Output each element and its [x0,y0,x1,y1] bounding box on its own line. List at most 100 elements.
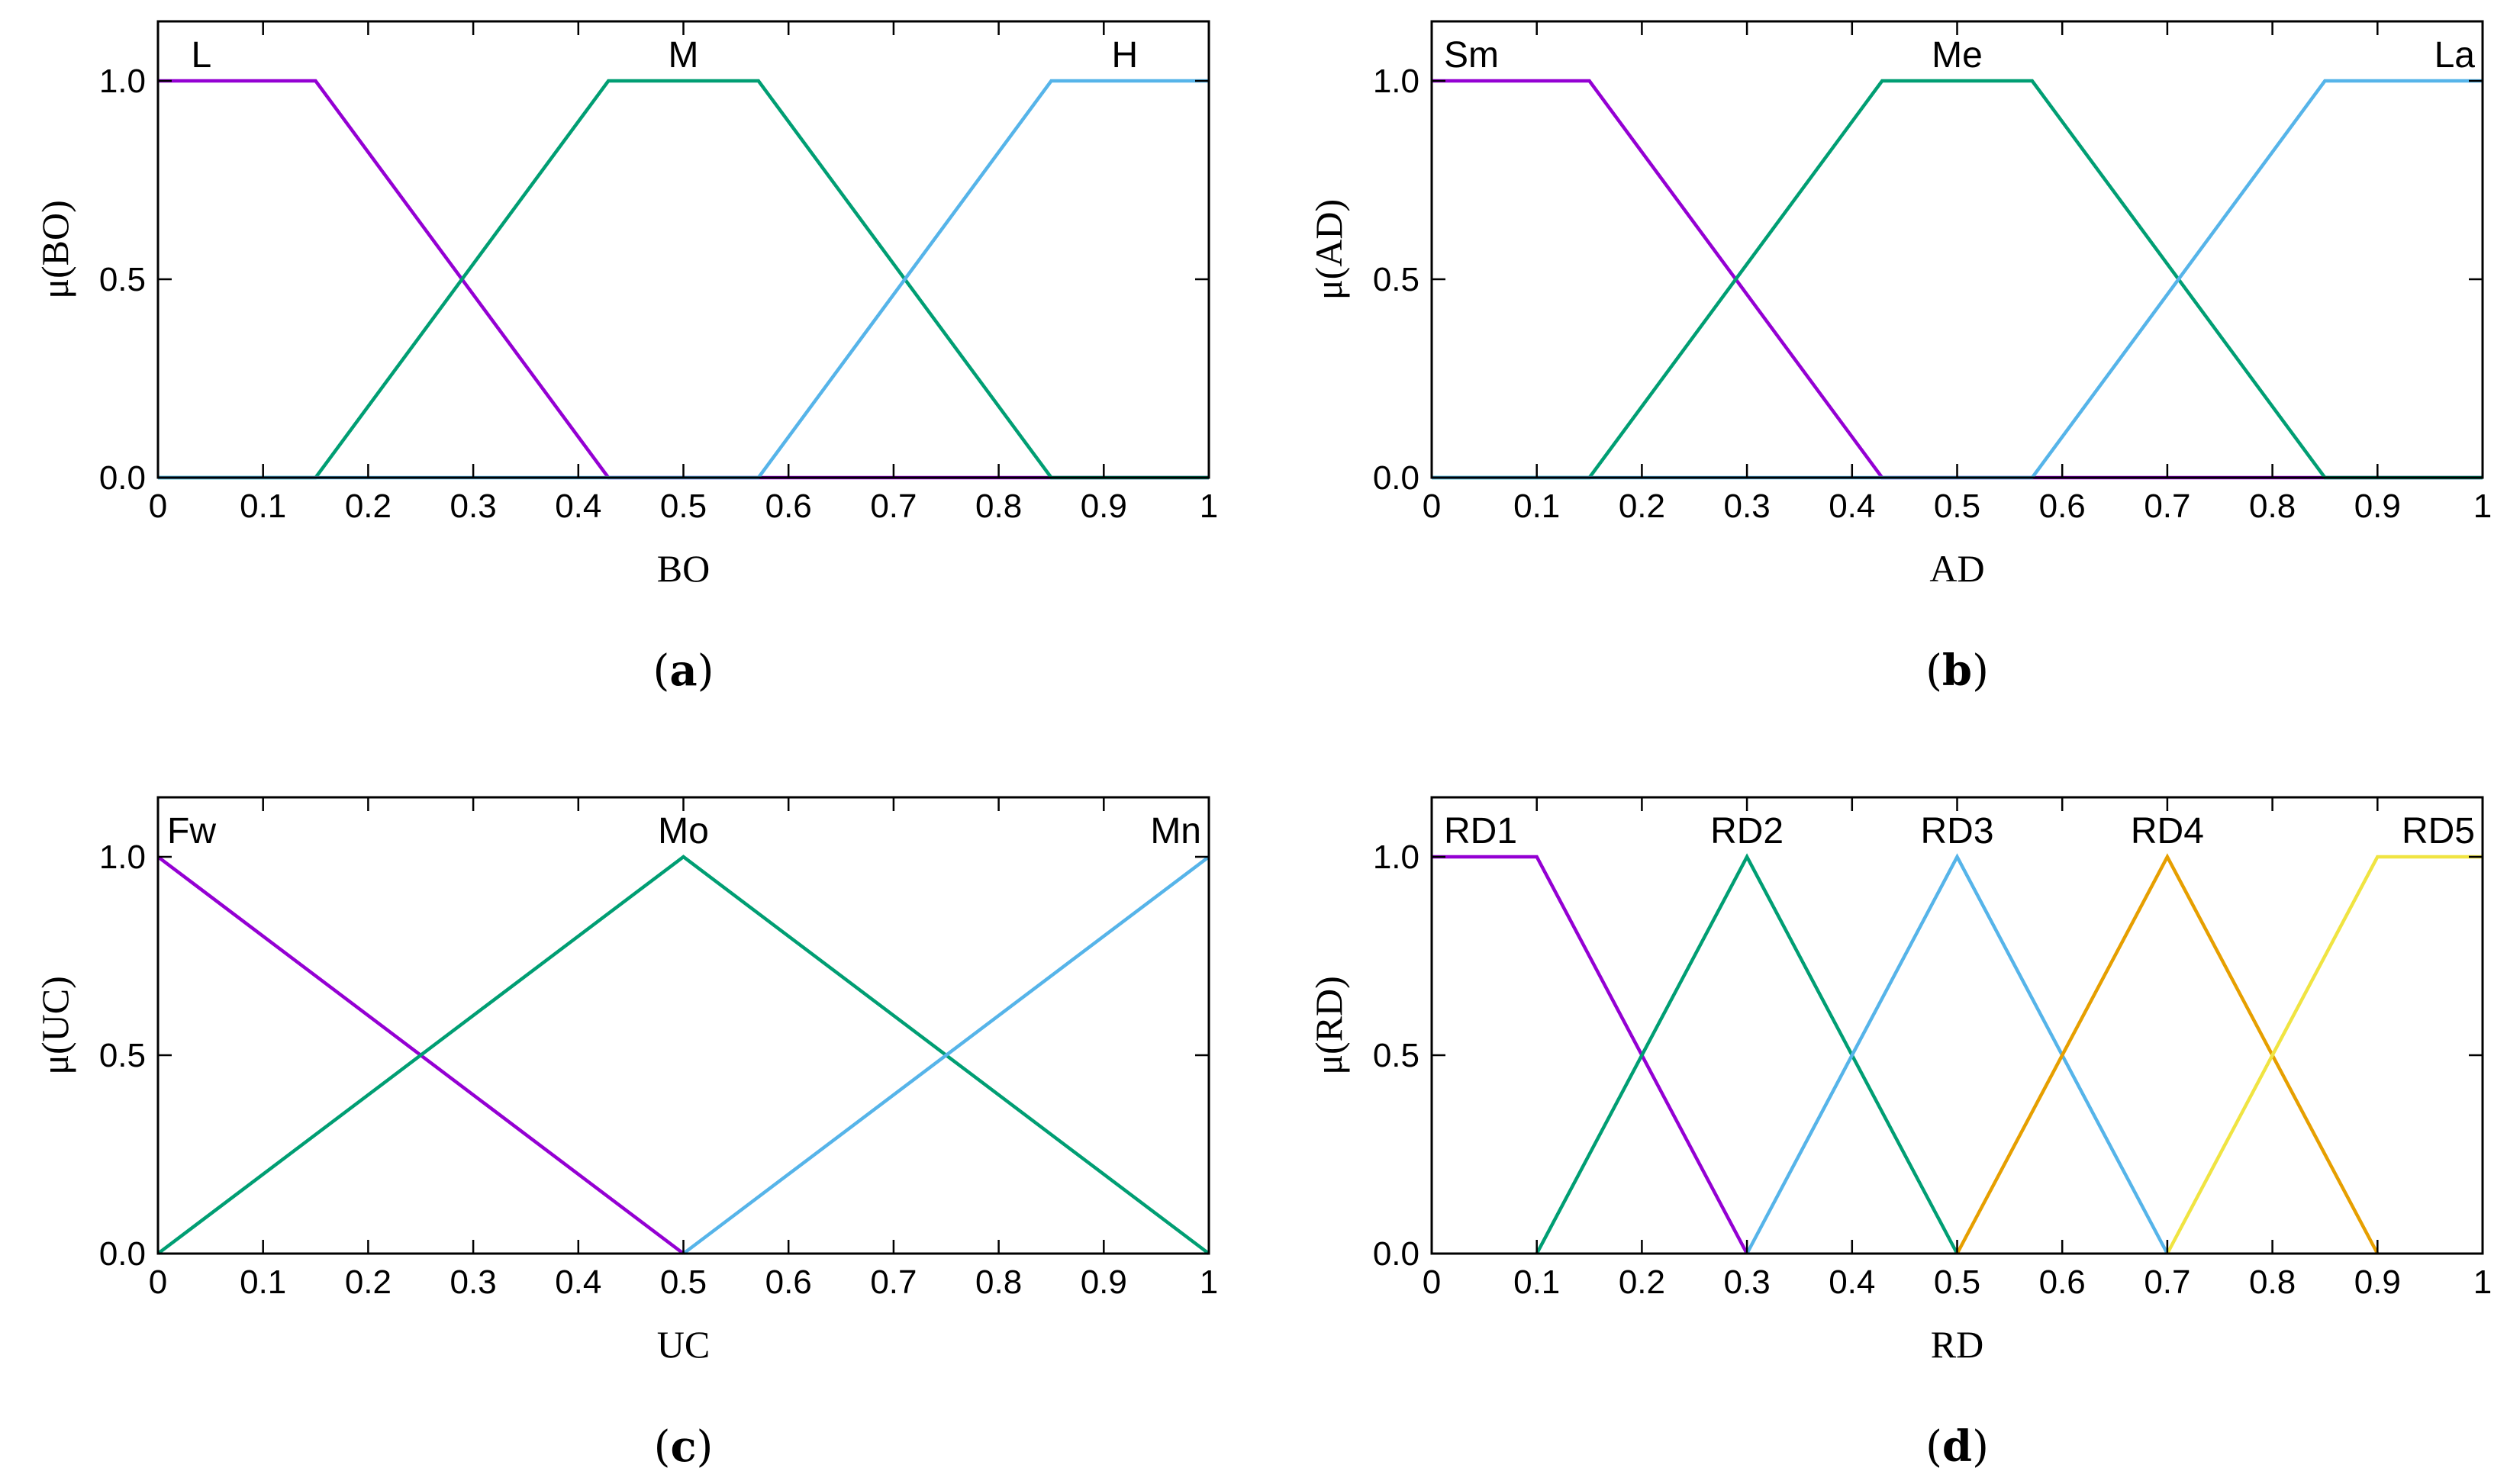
x-tick-label: 0.2 [345,488,392,525]
x-tick-label: 0.2 [1619,1263,1665,1301]
x-axis-label: AD [1929,547,1984,590]
x-tick-label: 0.8 [2249,488,2296,525]
chart-panel-d: 0 0.1 0.2 0.3 0.4 0.5 0.6 0.7 0.8 0.9 1 0.0 0.5 1.0 RD… [1307,796,2492,1472]
y-tick-label: 0.0 [1373,1235,1419,1273]
panel-caption: (b) [1925,645,1989,696]
series-line-rd4 [1955,853,2380,1255]
panel-caption: (c) [654,1421,714,1472]
x-tick-label: 1 [1200,1263,1218,1301]
series-label-mo: Mo [658,811,709,851]
series-label-rd5: RD5 [2402,811,2475,851]
y-tick-label: 0.5 [1373,261,1419,298]
x-tick-label: 0.5 [660,488,707,525]
series-label-h: H [1112,35,1139,76]
x-tick-label: 0.1 [1513,488,1560,525]
series-line-h [158,79,1209,480]
x-tick-label: 0.3 [1724,488,1771,525]
x-tick-label: 0.4 [1829,1263,1875,1301]
series-line-la [1432,79,2483,480]
chart-panel-a: 0 0.1 0.2 0.3 0.4 0.5 0.6 0.7 0.8 0.9 1 0.0 0.5 1.0 L M… [34,20,1218,696]
series-label-rd4: RD4 [2131,811,2204,851]
series-label-rd3: RD3 [1920,811,1993,851]
x-tick-label: 0 [149,1263,167,1301]
plot-frame [1430,20,2484,479]
x-tick-label: 0.4 [555,1263,601,1301]
chart-panel-c: 0 0.1 0.2 0.3 0.4 0.5 0.6 0.7 0.8 0.9 1 0.0 0.5 1.0 Fw… [34,796,1218,1472]
x-tick-label: 1 [1200,488,1218,525]
x-tick-label: 0.2 [345,1263,392,1301]
x-tick-label: 0.1 [1513,1263,1560,1301]
x-tick-label: 0.5 [1934,488,1980,525]
x-tick-label: 0.6 [2039,488,2086,525]
y-tick-label: 0.0 [99,459,146,497]
x-tick-label: 0.7 [870,488,917,525]
y-tick-label: 0.5 [1373,1037,1419,1074]
chart-panel-b: 0 0.1 0.2 0.3 0.4 0.5 0.6 0.7 0.8 0.9 1 0.0 0.5 1.0 Sm… [1307,20,2492,696]
series-label-m: M [669,35,699,76]
series-line-rd1 [1432,855,1749,1255]
x-tick-label: 0.7 [2144,488,2190,525]
x-tick-label: 0.1 [240,488,286,525]
x-tick-label: 0.3 [450,488,497,525]
x-tick-label: 0 [1423,1263,1441,1301]
y-tick-label: 1.0 [1373,839,1419,876]
panel-caption: (d) [1925,1421,1989,1472]
x-tick-label: 0.8 [975,488,1022,525]
x-tick-label: 0.5 [660,1263,707,1301]
x-tick-label: 0 [1423,488,1441,525]
x-tick-label: 0.3 [1724,1263,1771,1301]
x-tick-label: 0.7 [2144,1263,2190,1301]
y-tick-label: 0.0 [99,1235,146,1273]
y-tick-label: 0.5 [99,1037,146,1074]
y-tick-label: 1.0 [99,63,146,100]
x-tick-label: 0.8 [975,1263,1022,1301]
x-tick-label: 0.6 [2039,1263,2086,1301]
y-tick-label: 0.5 [99,261,146,298]
x-tick-label: 0.4 [1829,488,1875,525]
series-line-rd3 [1745,853,2169,1255]
series-line-l [158,79,1209,480]
x-tick-label: 0.2 [1619,488,1665,525]
x-tick-label: 0.1 [240,1263,286,1301]
series-label-me: Me [1932,35,1983,76]
x-axis-label: RD [1931,1323,1983,1366]
x-tick-label: 0.9 [2354,1263,2401,1301]
x-tick-label: 0.9 [1081,1263,1127,1301]
y-tick-label: 1.0 [99,839,146,876]
x-tick-label: 0.7 [870,1263,917,1301]
series-label-sm: Sm [1444,35,1499,76]
x-tick-label: 0.8 [2249,1263,2296,1301]
y-axis-label: μ(RD) [1307,976,1350,1075]
x-axis-label: UC [657,1323,710,1366]
x-tick-label: 0.6 [765,1263,812,1301]
series-line-mo [156,855,1210,1255]
series-label-l: L [191,35,211,76]
y-tick-label: 0.0 [1373,459,1419,497]
x-tick-label: 0.5 [1934,1263,1980,1301]
y-axis-label: μ(BO) [34,200,76,299]
x-tick-label: 1 [2473,1263,2492,1301]
x-tick-label: 1 [2473,488,2492,525]
series-label-rd2: RD2 [1710,811,1784,851]
y-axis-label: μ(UC) [34,976,76,1075]
series-line-rd5 [2165,855,2483,1255]
x-tick-label: 0.3 [450,1263,497,1301]
panel-caption: (a) [653,645,714,696]
x-tick-label: 0 [149,488,167,525]
x-tick-label: 0.6 [765,488,812,525]
series-line-sm [1432,79,2483,480]
x-tick-label: 0.9 [2354,488,2401,525]
plot-frame [156,796,1210,1255]
series-label-fw: Fw [167,811,216,851]
y-tick-label: 1.0 [1373,63,1419,100]
series-label-mn: Mn [1150,811,1201,851]
series-line-mn [682,855,1210,1255]
plot-frame [156,20,1210,479]
series-label-la: La [2434,35,2476,76]
plot-frame [1430,796,2484,1255]
series-line-rd2 [1535,853,1959,1255]
series-line-me [1432,79,2483,480]
y-axis-label: μ(AD) [1307,199,1350,300]
series-label-rd1: RD1 [1444,811,1517,851]
